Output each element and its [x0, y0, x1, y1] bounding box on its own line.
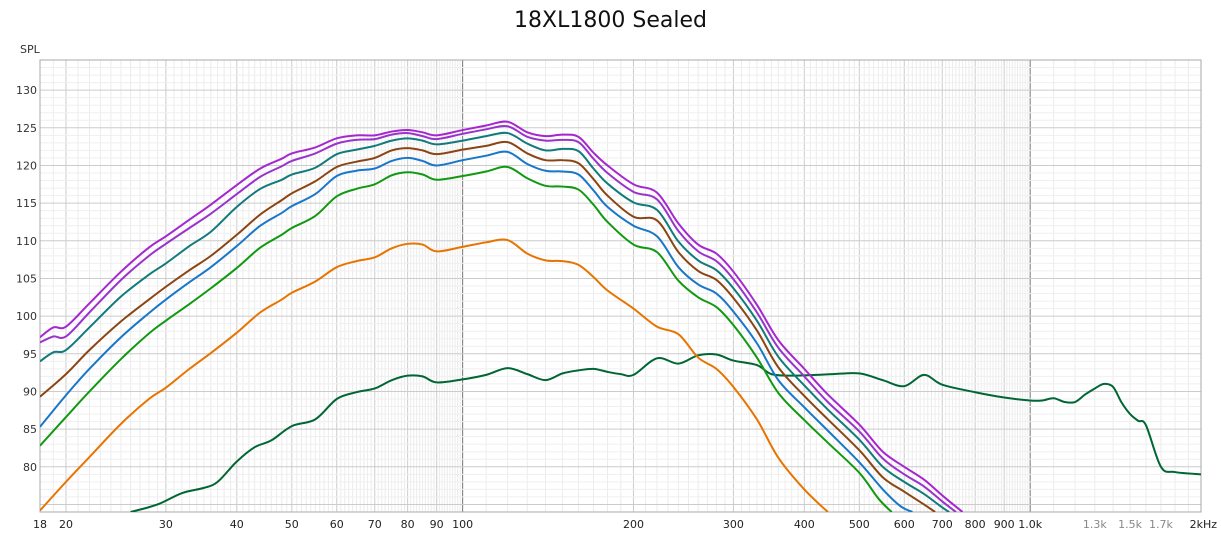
x-tick-label: 200	[623, 518, 644, 531]
series-line-0	[130, 353, 1201, 512]
y-axis-label: SPL	[20, 43, 41, 56]
x-axis: 18 20 30 40 50 60 70 80 90 100 200 300 400 500 600 700 8…	[33, 518, 1217, 531]
x-tick-label: 90	[430, 518, 444, 531]
x-tick-label: 500	[849, 518, 870, 531]
grid	[39, 59, 1202, 513]
x-tick-label: 40	[230, 518, 244, 531]
series-line-7	[40, 120, 964, 512]
x-tick-label: 800	[965, 518, 986, 531]
y-tick-label: 90	[23, 385, 37, 398]
x-tick-label: 18	[33, 518, 47, 531]
x-tick-label: 2kHz	[1190, 518, 1218, 531]
y-tick-label: 85	[23, 423, 37, 436]
x-tick-label: 1.5k	[1118, 518, 1142, 531]
series-line-6	[40, 125, 957, 512]
x-tick-label: 60	[330, 518, 344, 531]
x-tick-label: 300	[723, 518, 744, 531]
x-tick-label: 50	[285, 518, 299, 531]
x-tick-label: 700	[932, 518, 953, 531]
y-tick-label: 95	[23, 348, 37, 361]
series-line-1	[40, 238, 829, 512]
x-tick-label: 100	[452, 518, 473, 531]
chart-title: 18XL1800 Sealed	[514, 8, 707, 33]
x-tick-label: 900	[994, 518, 1015, 531]
series-line-3	[40, 150, 913, 512]
x-tick-label: 70	[368, 518, 382, 531]
x-tick-label: 20	[59, 518, 73, 531]
y-tick-label: 120	[16, 159, 37, 172]
y-tick-label: 100	[16, 310, 37, 323]
y-tick-label: 125	[16, 122, 37, 135]
x-tick-label: 1.0k	[1018, 518, 1042, 531]
x-tick-label: 30	[159, 518, 173, 531]
x-tick-label: 1.7k	[1149, 518, 1173, 531]
x-tick-label: 1.3k	[1083, 518, 1107, 531]
x-tick-label: 400	[794, 518, 815, 531]
plot-border	[39, 59, 1202, 513]
series-line-5	[40, 131, 950, 512]
y-tick-label: 115	[16, 197, 37, 210]
y-tick-label: 105	[16, 272, 37, 285]
series-line-4	[40, 140, 936, 512]
y-axis: 80 85 90 95 100 105 110 115 120 125 130	[16, 84, 37, 474]
y-tick-label: 80	[23, 461, 37, 474]
x-tick-label: 600	[894, 518, 915, 531]
y-tick-label: 130	[16, 84, 37, 97]
x-tick-label: 80	[401, 518, 415, 531]
series-group	[40, 120, 1201, 512]
series-line-2	[40, 165, 893, 512]
y-tick-label: 110	[16, 235, 37, 248]
